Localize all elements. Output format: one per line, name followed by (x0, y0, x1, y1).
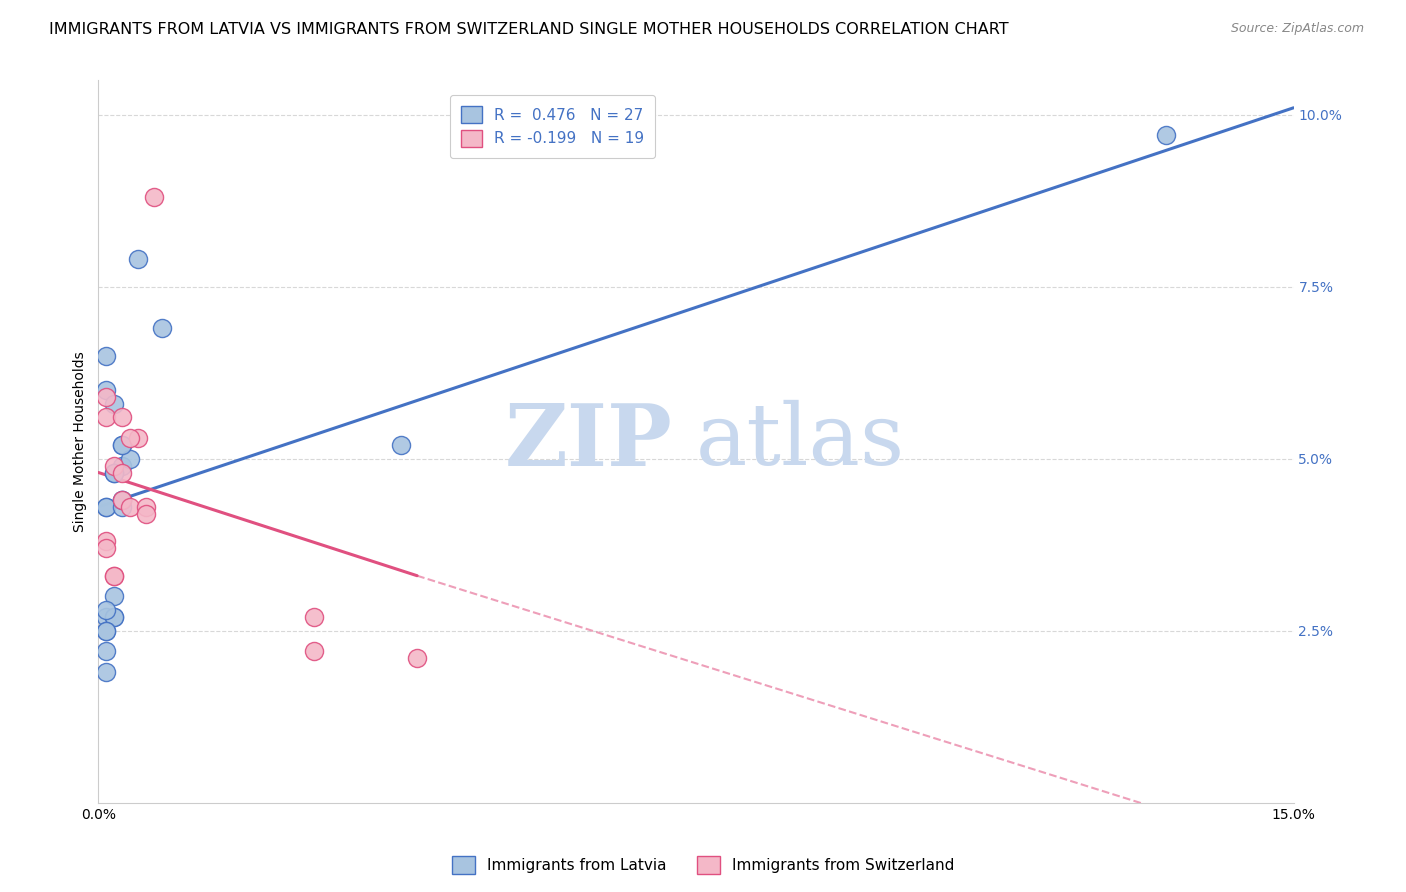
Point (96, 624, 118, 638)
Point (111, 493, 134, 508)
Point (111, 500, 134, 514)
Point (96, 541, 118, 556)
Point (120, 451, 142, 466)
Point (120, 431, 142, 445)
Point (103, 568, 125, 582)
Point (127, 431, 149, 445)
Point (111, 410, 134, 425)
Point (127, 252, 149, 267)
Text: Source: ZipAtlas.com: Source: ZipAtlas.com (1230, 22, 1364, 36)
Point (96, 410, 118, 425)
Point (103, 610, 125, 624)
Point (302, 610, 325, 624)
Point (1154, 128, 1177, 143)
Point (143, 190, 166, 204)
Point (111, 438, 134, 452)
Text: atlas: atlas (696, 400, 905, 483)
Point (96, 500, 118, 514)
Point (406, 651, 429, 665)
Point (111, 493, 134, 508)
Point (96, 383, 118, 397)
Point (150, 321, 173, 335)
Point (96, 610, 118, 624)
Point (103, 397, 125, 411)
Point (135, 507, 157, 521)
Text: ZIP: ZIP (505, 400, 672, 483)
Point (302, 644, 325, 658)
Point (135, 500, 157, 514)
Point (96, 603, 118, 617)
Point (103, 610, 125, 624)
Point (96, 644, 118, 658)
Legend: Immigrants from Latvia, Immigrants from Switzerland: Immigrants from Latvia, Immigrants from … (446, 850, 960, 880)
Point (111, 458, 134, 473)
Point (111, 466, 134, 480)
Y-axis label: Single Mother Households: Single Mother Households (73, 351, 87, 532)
Point (103, 590, 125, 604)
Point (103, 466, 125, 480)
Text: IMMIGRANTS FROM LATVIA VS IMMIGRANTS FROM SWITZERLAND SINGLE MOTHER HOUSEHOLDS C: IMMIGRANTS FROM LATVIA VS IMMIGRANTS FRO… (49, 22, 1010, 37)
Point (111, 493, 134, 508)
Point (96, 534, 118, 549)
Point (96, 665, 118, 679)
Point (103, 466, 125, 480)
Point (96, 390, 118, 404)
Point (96, 349, 118, 363)
Point (120, 500, 142, 514)
Point (389, 438, 412, 452)
Legend: R =  0.476   N = 27, R = -0.199   N = 19: R = 0.476 N = 27, R = -0.199 N = 19 (450, 95, 655, 158)
Point (111, 438, 134, 452)
Point (96, 500, 118, 514)
Point (96, 624, 118, 638)
Point (103, 458, 125, 473)
Point (103, 568, 125, 582)
